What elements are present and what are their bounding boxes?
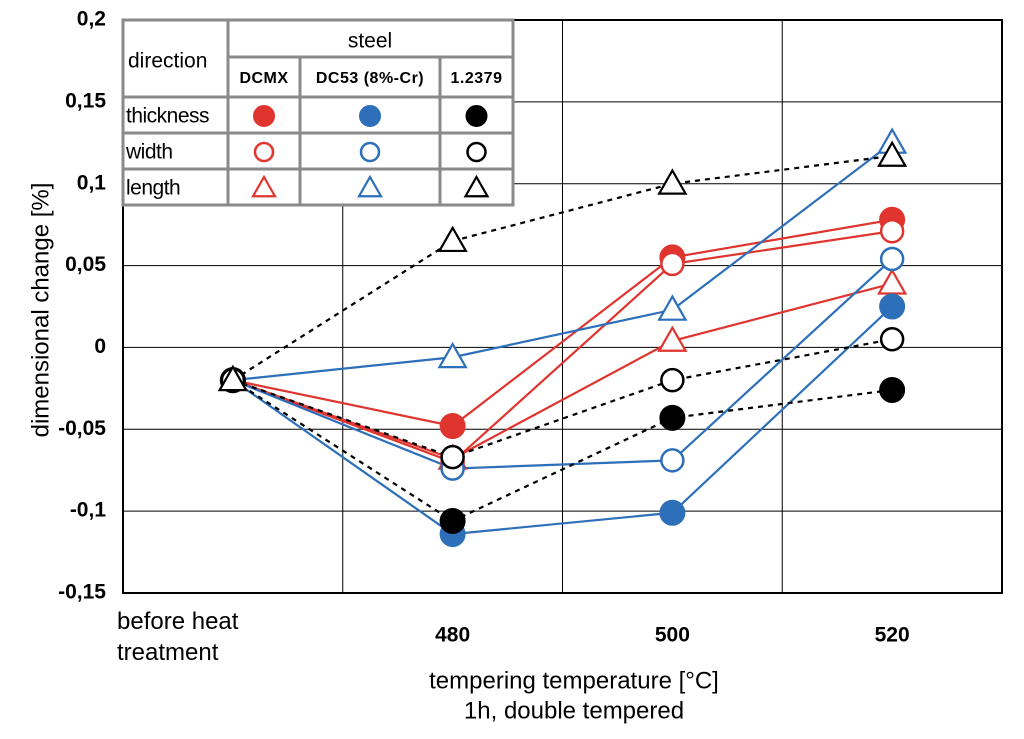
series-line (232, 282, 893, 460)
legend-box (121, 18, 515, 207)
legend-marker (466, 141, 487, 163)
data-point (660, 251, 685, 277)
data-point (879, 246, 905, 272)
data-point (440, 444, 465, 470)
data-point (877, 268, 908, 295)
legend-marker (251, 174, 277, 198)
legend-marker (359, 141, 381, 163)
legend-marker (359, 105, 381, 127)
data-point (879, 293, 906, 320)
series-line (232, 305, 893, 536)
legend-steel: DC53 (8%-Cr) (316, 70, 424, 87)
data-point (217, 364, 248, 392)
data-point (660, 448, 685, 473)
x-tick-label: before heat treatment (117, 608, 239, 666)
legend-direction: length (126, 177, 180, 200)
plot-frame (122, 19, 1003, 594)
legend-marker (465, 105, 488, 127)
y-tick-label: -0,15 (58, 581, 106, 604)
y-tick-label: 0,1 (77, 171, 107, 194)
data-point (879, 326, 905, 352)
series-line (232, 230, 893, 464)
legend-column-title: steel (348, 30, 392, 53)
data-point (657, 325, 688, 352)
data-point (879, 376, 906, 403)
data-point (659, 404, 686, 431)
series-line (232, 154, 893, 382)
legend-marker (253, 141, 275, 163)
y-tick-label: 0,2 (77, 8, 106, 31)
legend-marker (357, 174, 383, 198)
data-point (657, 294, 688, 321)
data-point (439, 507, 466, 534)
series-line (232, 218, 893, 428)
legend-row-title: direction (128, 50, 207, 73)
y-axis-label: dimensional change [%] (27, 183, 54, 438)
legend-steel: 1.2379 (451, 70, 503, 87)
legend-direction: thickness (126, 105, 209, 128)
x-tick-label: 480 (435, 624, 470, 647)
y-tick-label: -0,05 (58, 417, 106, 440)
x-axis-note: 1h, double tempered (464, 697, 684, 724)
x-tick-label: 500 (655, 624, 690, 647)
x-tick-label: 520 (875, 624, 910, 647)
y-tick-label: 0 (94, 335, 106, 358)
y-tick-label: 0,05 (65, 253, 106, 276)
legend-steel: DCMX (239, 70, 288, 87)
data-point (437, 225, 468, 253)
data-point (879, 218, 905, 244)
series-line (232, 379, 893, 523)
y-tick-label: -0,1 (70, 499, 107, 522)
series-line (232, 258, 893, 470)
legend-direction: width (125, 141, 173, 164)
x-axis-label: tempering temperature [°C] (429, 667, 719, 694)
data-point (877, 140, 908, 167)
data-point (659, 499, 686, 526)
legend-marker (253, 105, 275, 127)
y-tick-label: 0,15 (65, 89, 106, 112)
data-point (660, 367, 685, 393)
legend-marker (463, 174, 490, 198)
series-line (232, 141, 893, 382)
data-point (437, 341, 468, 369)
data-point (657, 168, 688, 195)
data-point (439, 413, 466, 440)
